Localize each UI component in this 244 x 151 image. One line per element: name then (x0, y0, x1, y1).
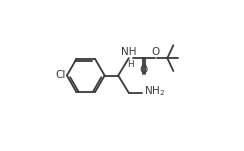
Text: NH: NH (121, 47, 137, 57)
Text: O: O (151, 47, 159, 57)
Text: H: H (127, 60, 134, 69)
Text: O: O (140, 65, 148, 75)
Text: NH$_2$: NH$_2$ (143, 84, 165, 98)
Text: Cl: Cl (55, 71, 66, 80)
